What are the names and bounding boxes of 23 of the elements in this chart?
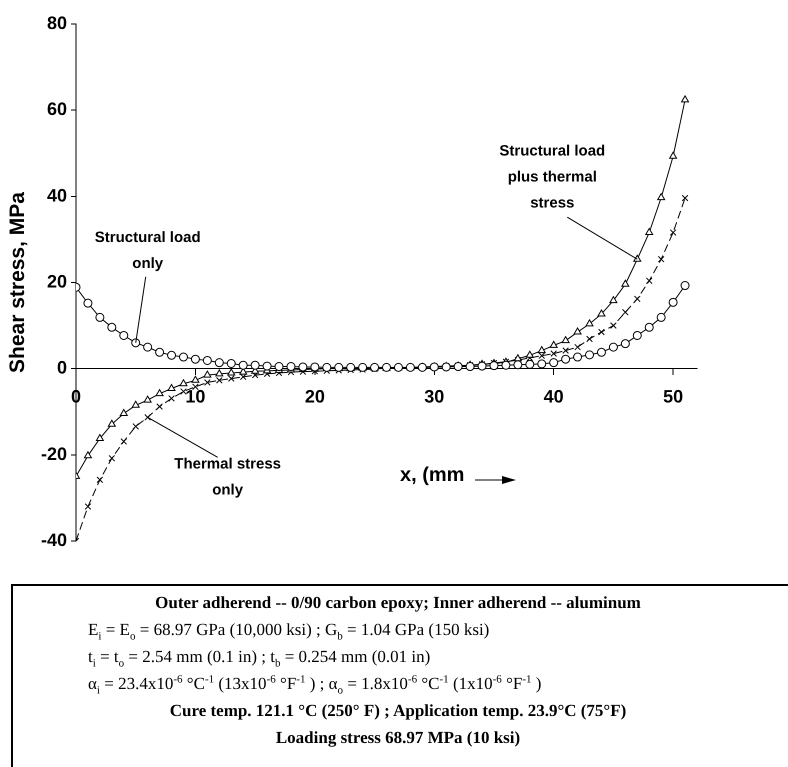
y-tick-label: -40 (40, 530, 67, 550)
text: t$_{i}$ = t$_{o}$ = 2.54 mm (0.1 in) ; t$_{b}$ = 0.254 mm (0.01 in) (87, 646, 432, 670)
text: E$_{i}$ = E$_{o}$ = 68.97 GPa (10,000 ksi) ; G$_{b}$ = 1.04 GPa (150 ksi) (87, 619, 490, 643)
text: Outer adherend -- 0/90 carbon epoxy; Inner adherend -- aluminum (154, 592, 642, 614)
series-label: Structural load only (94, 228, 201, 272)
text: Loading stress 68.97 MPa (10 ksi) (274, 727, 522, 749)
x-tick-label: 10 (185, 386, 206, 406)
text: α$_{i}$ = 23.4x10$^{-6}$ °C$^{-1}$ (13x10$^{-6}$ °F$^{-1}$ ) ; α$_{o}$ = 1.8x10$^{-6}$ °C$^{-1}$ (1x10$^{-6}$ °F$^{-1}$ ) (88, 673, 542, 696)
y-tick-label: 20 (46, 271, 67, 292)
x-axis-title: x, (mm (400, 464, 464, 487)
x-tick-label: 30 (424, 386, 444, 406)
y-axis-title: Shear stress, MPa (6, 192, 29, 373)
y-tick-label: 0 (56, 358, 67, 378)
y-tick-label: 80 (46, 12, 67, 33)
text: Cure temp. 121.1 °C (250° F) ; Application temp. 23.9°C (75°F) (168, 700, 628, 722)
text: Structural load plus thermal stress (499, 142, 606, 212)
x-tick-label: 20 (304, 386, 325, 406)
x-tick-label: 40 (544, 386, 564, 406)
x-tick-label: 50 (663, 386, 684, 406)
text: Thermal stress only (174, 455, 282, 498)
y-tick-label: -20 (40, 444, 67, 464)
y-tick-label: 40 (46, 185, 67, 206)
y-tick-label: 60 (46, 99, 67, 120)
